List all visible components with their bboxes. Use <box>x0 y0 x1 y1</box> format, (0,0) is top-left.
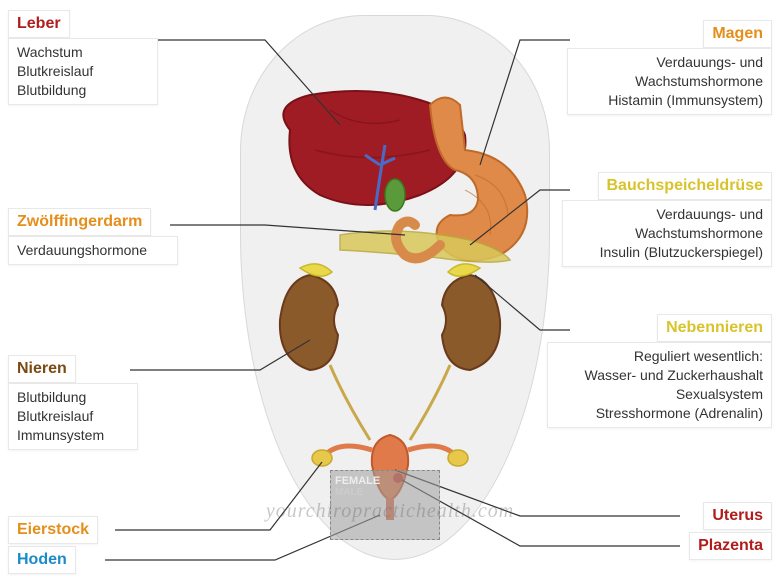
bsd-line-2: Insulin (Blutzuckerspiegel) <box>571 243 763 262</box>
label-magen: Magen <box>703 20 772 48</box>
nieren-line-0: Blutbildung <box>17 388 129 407</box>
adrenal-left-shape <box>300 264 332 276</box>
ovary-left-shape <box>312 450 332 466</box>
kidney-right-shape <box>442 275 500 370</box>
nieren-line-2: Immunsystem <box>17 426 129 445</box>
label-bauchspeicheldruese-text: Verdauungs- und Wachstumshormone Insulin… <box>562 200 772 267</box>
uterus-title: Uterus <box>712 507 763 525</box>
watermark-text: yourchiropractichealth.com <box>266 500 514 523</box>
nieren-title: Nieren <box>17 360 67 378</box>
bsd-line-1: Wachstumshormone <box>571 224 763 243</box>
label-nieren: Nieren <box>8 355 76 383</box>
kidney-left-shape <box>280 275 338 370</box>
magen-line-2: Histamin (Immunsystem) <box>576 91 763 110</box>
label-nebennieren: Nebennieren <box>657 314 772 342</box>
label-uterus: Uterus <box>703 502 772 530</box>
nieren-line-1: Blutkreislauf <box>17 407 129 426</box>
hoden-title: Hoden <box>17 551 67 569</box>
nn-line-3: Stresshormone (Adrenalin) <box>556 404 763 423</box>
zwoelffingerdarm-line-0: Verdauungshormone <box>17 241 169 260</box>
nebennieren-title: Nebennieren <box>666 319 763 337</box>
bsd-line-0: Verdauungs- und <box>571 205 763 224</box>
leber-line-1: Blutkreislauf <box>17 62 149 81</box>
ovary-right-shape <box>448 450 468 466</box>
magen-title: Magen <box>712 25 763 43</box>
label-nieren-text: Blutbildung Blutkreislauf Immunsystem <box>8 383 138 450</box>
toggle-female[interactable]: FEMALE <box>335 475 435 487</box>
label-bauchspeicheldruese: Bauchspeicheldrüse <box>598 172 773 200</box>
label-eierstock: Eierstock <box>8 516 98 544</box>
nn-line-0: Reguliert wesentlich: <box>556 347 763 366</box>
gallbladder-shape <box>385 179 405 211</box>
magen-line-1: Wachstumshormone <box>576 72 763 91</box>
plazenta-title: Plazenta <box>698 537 763 555</box>
label-magen-text: Verdauungs- und Wachstumshormone Histami… <box>567 48 772 115</box>
leber-line-0: Wachstum <box>17 43 149 62</box>
nn-line-2: Sexualsystem <box>556 385 763 404</box>
leber-title: Leber <box>17 15 61 33</box>
label-zwoelffingerdarm: Zwölffingerdarm <box>8 208 151 236</box>
bauchspeicheldruese-title: Bauchspeicheldrüse <box>607 177 764 195</box>
toggle-male[interactable]: MALE <box>335 487 435 498</box>
label-hoden: Hoden <box>8 546 76 574</box>
label-nebennieren-text: Reguliert wesentlich: Wasser- und Zucker… <box>547 342 772 428</box>
label-zwoelffingerdarm-text: Verdauungshormone <box>8 236 178 265</box>
zwoelffingerdarm-title: Zwölffingerdarm <box>17 213 142 231</box>
label-plazenta: Plazenta <box>689 532 772 560</box>
adrenal-right-shape <box>448 264 480 276</box>
eierstock-title: Eierstock <box>17 521 89 539</box>
label-leber: Leber <box>8 10 70 38</box>
leber-line-2: Blutbildung <box>17 81 149 100</box>
magen-line-0: Verdauungs- und <box>576 53 763 72</box>
nn-line-1: Wasser- und Zuckerhaushalt <box>556 366 763 385</box>
label-leber-text: Wachstum Blutkreislauf Blutbildung <box>8 38 158 105</box>
